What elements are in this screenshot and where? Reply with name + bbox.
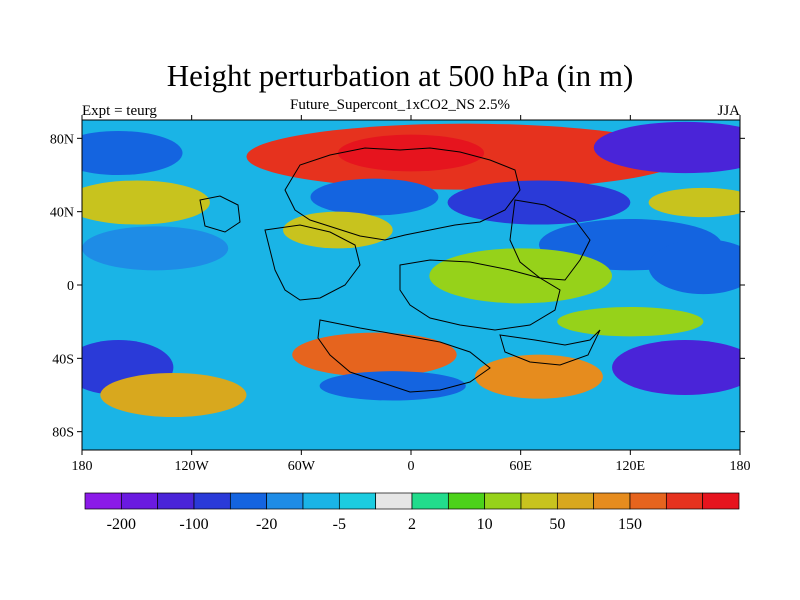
colorbar-swatch (447, 492, 486, 510)
lon-tick-label: 120W (175, 459, 210, 474)
lat-tick-label: 80S (52, 426, 74, 441)
field-blob (283, 211, 393, 249)
lon-tick-label: 60E (509, 459, 532, 474)
landmass-equatorial (399, 259, 561, 331)
field-blob (292, 332, 457, 377)
lat-tick-label: 40N (50, 206, 74, 221)
colorbar-label: 50 (549, 516, 565, 533)
lon-tick-label: 180 (730, 459, 751, 474)
colorbar-swatch (665, 492, 704, 510)
colorbar-swatch (484, 492, 522, 510)
field-blob (100, 373, 247, 417)
colorbar-label: 2 (408, 516, 416, 533)
colorbar-swatch (411, 492, 449, 510)
colorbar-label: 150 (618, 516, 642, 533)
field-blob (648, 187, 740, 218)
landmass-west (199, 195, 241, 233)
lat-axis: 80N 40N 0 40S 80S (50, 132, 745, 441)
colorbar-label: -5 (333, 516, 346, 533)
plot-title: Height perturbation at 500 hPa (in m) (166, 58, 634, 93)
colorbar-swatch (193, 492, 231, 510)
field-blob (429, 248, 613, 304)
field-blob (474, 354, 603, 399)
field-blob (612, 340, 740, 395)
colorbar-label: -200 (107, 516, 136, 533)
plot-subtitle: Future_Supercont_1xCO2_NS 2.5% (290, 97, 510, 113)
colorbar-label: -100 (179, 516, 208, 533)
colorbar-label: 10 (477, 516, 493, 533)
lat-tick-label: 0 (67, 279, 74, 294)
colorbar-swatch (702, 492, 740, 510)
lon-tick-label: 0 (408, 459, 415, 474)
field-blob (447, 180, 631, 225)
colorbar-swatch (629, 492, 667, 510)
colorbar-swatch (120, 492, 159, 510)
colorbar-label: -20 (256, 516, 277, 533)
colorbar-swatch (593, 492, 631, 510)
landmass-southeast (499, 329, 601, 366)
field-blob (310, 178, 439, 216)
colorbar-swatch (556, 492, 595, 510)
landmass-central (264, 224, 361, 301)
colorbar-swatch (375, 492, 413, 510)
field-blob (593, 121, 740, 174)
height-field (82, 120, 740, 450)
lat-tick-label: 40S (52, 352, 74, 367)
lat-tick-label: 80N (50, 132, 74, 147)
landmass-north (284, 147, 521, 241)
colorbar-swatch (84, 492, 122, 510)
supercontinent-coastline (199, 147, 601, 393)
colorbar-swatch (520, 492, 558, 510)
colorbar-swatch (302, 492, 340, 510)
colorbar-swatch (229, 492, 268, 510)
field-blob (82, 180, 210, 225)
colorbar-swatch (338, 492, 377, 510)
field-blob (337, 134, 485, 172)
lon-tick-label: 120E (616, 459, 646, 474)
landmass-south (317, 319, 491, 393)
field-blob (82, 131, 183, 175)
lon-tick-label: 60W (288, 459, 316, 474)
field-blob (648, 239, 740, 295)
colorbar: -200 -100 -20 -5 2 10 50 150 (84, 492, 740, 533)
experiment-label: Expt = teurg (82, 103, 157, 119)
landmass-east (509, 199, 591, 281)
colorbar-swatch (266, 492, 304, 510)
season-label: JJA (717, 103, 740, 119)
lon-axis: 180 120W 60W 0 60E 120E 180 (72, 115, 751, 474)
field-blob (557, 307, 704, 337)
field-blob (82, 226, 229, 271)
colorbar-swatch (157, 492, 195, 510)
lon-tick-label: 180 (72, 459, 93, 474)
